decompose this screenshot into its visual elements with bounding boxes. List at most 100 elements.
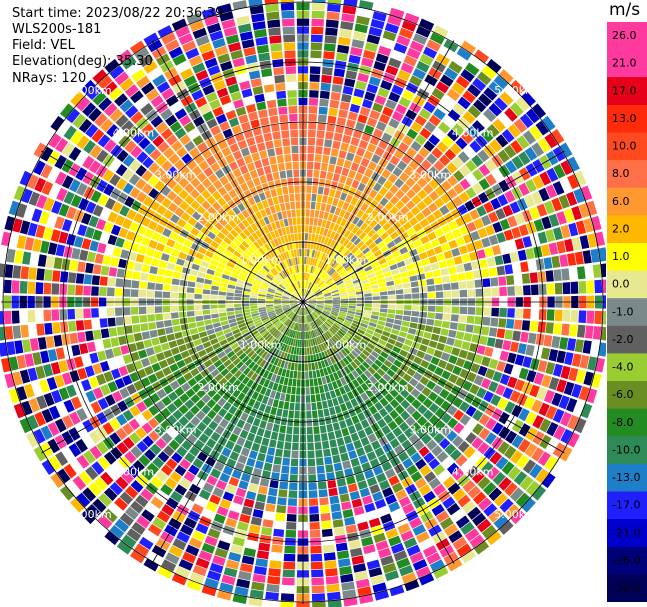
ray-bin — [480, 378, 492, 390]
colorbar-swatch — [607, 491, 647, 520]
ray-bin — [315, 291, 323, 296]
ray-bin — [83, 140, 96, 154]
ray-bin — [86, 504, 101, 519]
ray-bin — [240, 269, 249, 276]
ray-bin — [14, 250, 24, 264]
ray-bin — [374, 269, 383, 276]
ray-bin — [310, 354, 314, 363]
ray-bin — [264, 352, 271, 361]
ray-bin — [560, 177, 572, 193]
ray-bin — [495, 134, 509, 148]
ray-bin — [39, 211, 50, 225]
ray-bin — [114, 307, 123, 316]
ray-bin — [405, 177, 416, 188]
ray-bin — [70, 396, 82, 410]
ray-bin — [351, 555, 365, 565]
ray-bin — [334, 429, 343, 439]
ray-bin — [374, 236, 383, 245]
ray-bin — [287, 418, 294, 427]
ray-bin — [402, 373, 412, 383]
ray-bin — [265, 3, 279, 13]
ray-bin — [311, 18, 325, 27]
ray-bin — [297, 307, 301, 315]
ray-bin — [466, 221, 477, 233]
ray-bin — [84, 226, 95, 239]
ray-bin — [421, 386, 432, 397]
ray-bin — [338, 445, 347, 454]
ray-bin — [256, 493, 267, 503]
ray-bin — [265, 299, 274, 302]
ray-bin — [220, 320, 229, 326]
colorbar-tick-label: 21.0 — [612, 57, 637, 70]
ray-bin — [433, 25, 449, 38]
ray-bin — [329, 258, 336, 266]
ray-bin — [382, 487, 394, 498]
ray-bin — [218, 186, 228, 196]
ray-bin — [376, 274, 385, 280]
ray-bin — [441, 275, 451, 283]
ray-bin — [326, 423, 334, 433]
ray-bin — [226, 245, 235, 254]
ray-bin — [268, 336, 275, 344]
ray-bin — [329, 99, 340, 109]
ray-bin — [246, 432, 256, 442]
ray-bin — [242, 344, 250, 352]
ray-bin — [341, 501, 352, 511]
ray-bin — [393, 319, 402, 326]
ray-bin — [189, 269, 199, 276]
ray-bin — [374, 328, 383, 335]
ray-bin — [301, 315, 303, 324]
ray-bin — [374, 401, 384, 411]
ray-bin — [28, 191, 40, 206]
ray-bin — [261, 316, 269, 322]
ray-bin — [513, 319, 523, 330]
ray-bin — [123, 316, 132, 325]
ray-bin — [343, 249, 351, 258]
ray-bin — [385, 322, 394, 328]
ray-bin — [223, 213, 232, 223]
ray-bin — [332, 422, 341, 431]
ray-bin — [41, 181, 54, 196]
range-label: 1.00km — [325, 254, 367, 267]
ray-bin — [211, 317, 220, 324]
ray-bin — [236, 235, 244, 243]
ray-bin — [290, 362, 295, 371]
ray-bin — [339, 328, 347, 335]
ray-bin — [154, 192, 166, 204]
ray-bin — [417, 177, 428, 188]
ray-bin — [517, 343, 527, 355]
ray-bin — [413, 239, 423, 248]
ray-bin — [0, 342, 8, 357]
ray-bin — [342, 393, 350, 403]
ray-bin — [282, 344, 288, 352]
ray-bin — [0, 247, 8, 262]
ray-bin — [376, 227, 386, 236]
ray-bin — [289, 298, 298, 301]
ray-bin — [391, 482, 404, 493]
ray-bin — [256, 357, 264, 366]
ray-bin — [210, 468, 221, 479]
ray-bin — [340, 21, 354, 31]
ray-bin — [239, 563, 253, 573]
ray-bin — [323, 350, 329, 359]
ray-bin — [492, 221, 503, 233]
ray-bin — [287, 98, 297, 106]
ray-bin — [329, 390, 337, 399]
ray-bin — [422, 421, 434, 433]
ray-bin — [269, 115, 279, 124]
ray-bin — [373, 532, 386, 544]
ray-bin — [208, 378, 218, 388]
ray-bin — [174, 264, 183, 273]
ray-bin — [292, 161, 299, 170]
ray-bin — [234, 289, 243, 294]
ray-bin — [483, 390, 494, 403]
ray-bin — [222, 391, 232, 401]
ray-bin — [336, 216, 343, 225]
ray-bin — [567, 174, 580, 190]
ray-bin — [305, 265, 308, 273]
ray-bin — [551, 336, 561, 349]
ray-bin — [141, 409, 153, 421]
ray-bin — [309, 514, 320, 522]
ray-bin — [458, 349, 468, 359]
ray-bin — [324, 306, 332, 309]
